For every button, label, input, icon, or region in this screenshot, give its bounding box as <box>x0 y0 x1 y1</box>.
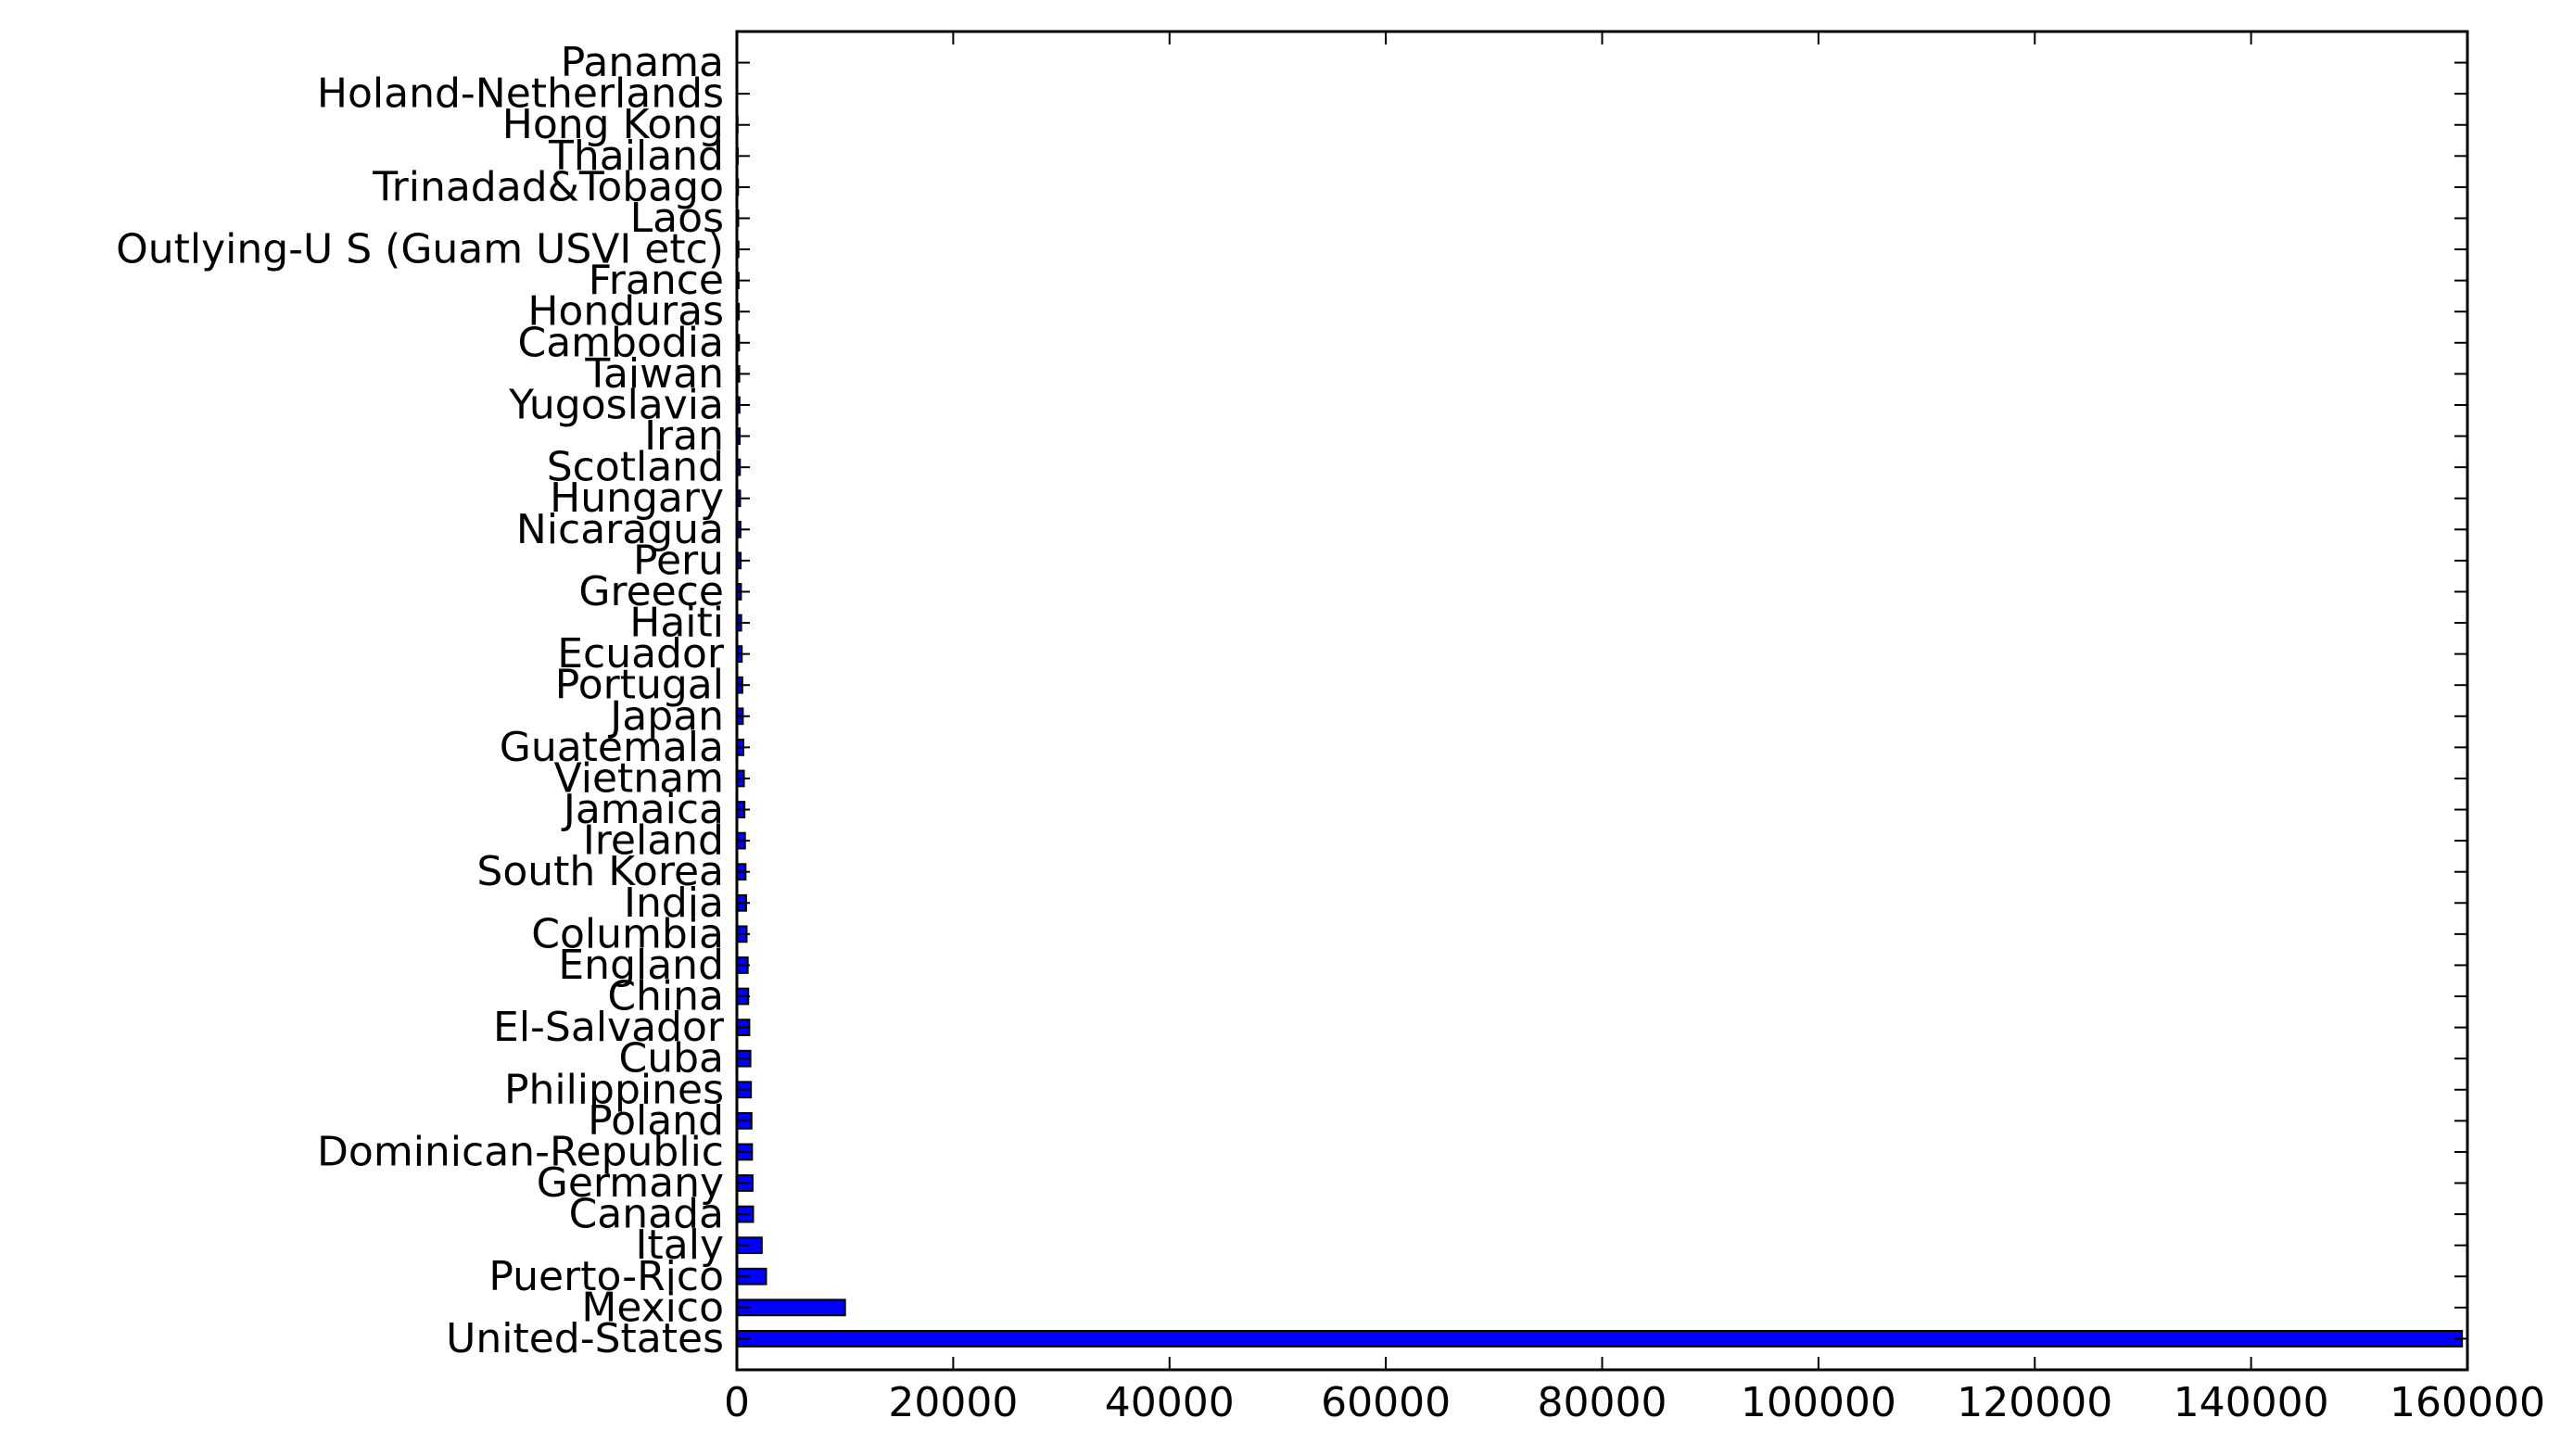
x-tick-label-2: 40000 <box>1105 1379 1235 1426</box>
x-tick-label-6: 120000 <box>1957 1379 2112 1426</box>
y-tick-label-united-states: United-States <box>446 1315 724 1362</box>
y-tick-label-honduras: Honduras <box>527 288 724 336</box>
y-tick-label-outlying-u-s-guam-usvi-etc: Outlying-U S (Guam USVI etc) <box>116 226 724 273</box>
y-tick-label-hungary: Hungary <box>550 475 724 522</box>
y-tick-label-italy: Italy <box>636 1222 724 1269</box>
y-tick-label-ecuador: Ecuador <box>557 630 725 677</box>
y-tick-label-el-salvador: El-Salvador <box>493 1004 725 1051</box>
x-tick-label-0: 0 <box>724 1379 750 1426</box>
y-tick-label-hong-kong: Hong Kong <box>502 101 724 148</box>
x-tick-label-4: 80000 <box>1538 1379 1667 1426</box>
y-tick-label-china: China <box>607 973 724 1020</box>
y-tick-label-india: India <box>624 880 724 927</box>
x-ticks-group: 0 20000 40000 60000 80000 100000 120000 140000 1… <box>724 32 2545 1426</box>
y-tick-label-dominican-republic: Dominican-Republic <box>317 1128 724 1175</box>
y-tick-label-vietnam: Vietnam <box>554 754 724 802</box>
y-tick-label-portugal: Portugal <box>555 662 724 709</box>
y-tick-label-greece: Greece <box>578 568 724 615</box>
y-tick-label-columbia: Columbia <box>531 910 724 957</box>
y-tick-label-haiti: Haiti <box>629 600 724 647</box>
y-tick-label-holand-netherlands: Holand-Netherlands <box>317 70 724 118</box>
y-tick-label-nicaragua: Nicaragua <box>516 506 724 553</box>
x-tick-label-5: 100000 <box>1741 1379 1896 1426</box>
plot-frame <box>735 30 2469 1372</box>
y-tick-label-england: England <box>558 942 724 989</box>
y-tick-label-philippines: Philippines <box>504 1066 724 1113</box>
bar-united-states <box>736 1330 2464 1348</box>
x-tick-label-7: 140000 <box>2174 1379 2329 1426</box>
y-tick-label-mexico: Mexico <box>581 1284 724 1331</box>
y-tick-label-canada: Canada <box>569 1191 724 1238</box>
y-tick-label-germany: Germany <box>537 1159 724 1207</box>
y-tick-label-trinadad-tobago: Trinadad&Tobago <box>372 163 724 210</box>
y-tick-label-france: France <box>589 257 724 304</box>
x-tick-label-3: 60000 <box>1321 1379 1451 1426</box>
y-tick-label-iran: Iran <box>644 412 724 460</box>
bars-group <box>736 54 2464 1348</box>
y-tick-label-poland: Poland <box>588 1097 724 1145</box>
y-tick-label-thailand: Thailand <box>548 133 724 180</box>
x-tick-label-8: 160000 <box>2390 1379 2545 1426</box>
y-tick-label-cuba: Cuba <box>618 1035 724 1083</box>
x-tick-label-1: 20000 <box>888 1379 1018 1426</box>
y-tick-label-panama: Panama <box>561 39 724 86</box>
y-tick-label-guatemala: Guatemala <box>500 724 724 771</box>
y-tick-label-jamaica: Jamaica <box>561 786 724 833</box>
y-tick-label-cambodia: Cambodia <box>517 319 724 366</box>
y-tick-label-puerto-rico: Puerto-Rico <box>488 1253 724 1300</box>
bar-mexico <box>736 1298 846 1317</box>
y-tick-label-taiwan: Taiwan <box>584 350 724 398</box>
y-tick-label-peru: Peru <box>633 537 724 584</box>
y-tick-label-laos: Laos <box>630 195 724 242</box>
y-ticks-group: United-StatesMexicoPuerto-RicoItalyCanad… <box>116 39 2467 1362</box>
y-tick-label-scotland: Scotland <box>547 444 724 491</box>
y-tick-label-ireland: Ireland <box>583 817 724 865</box>
y-tick-label-yugoslavia: Yugoslavia <box>508 381 724 428</box>
y-tick-label-japan: Japan <box>607 692 724 740</box>
y-tick-label-south-korea: South Korea <box>476 848 724 895</box>
